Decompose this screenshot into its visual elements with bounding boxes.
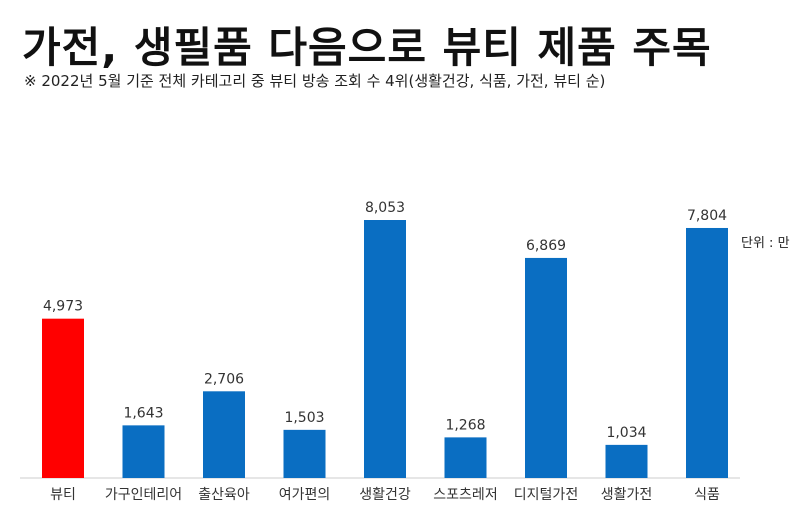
bar: [444, 437, 487, 478]
bar: [525, 257, 567, 478]
category-label: 스포츠레저: [433, 487, 497, 503]
data-label: 2,706: [204, 371, 244, 387]
data-label: 7,804: [687, 208, 727, 224]
category-label: 출산육아: [198, 487, 250, 503]
category-label: 생활건강: [359, 487, 411, 503]
data-label: 1,034: [606, 425, 646, 441]
data-label: 1,268: [445, 417, 485, 433]
page-title: 가전, 생필품 다음으로 뷰티 제품 주목: [22, 23, 712, 72]
data-label: 6,869: [526, 238, 566, 254]
category-label: 디지털가전: [514, 487, 578, 503]
data-label: 4,973: [43, 299, 83, 315]
category-label: 뷰티: [50, 487, 76, 503]
bar: [364, 220, 406, 478]
subtitle-note: ※ 2022년 5월 기준 전체 카테고리 중 뷰티 방송 조회 수 4위(생활…: [24, 72, 606, 90]
bar: [42, 318, 84, 478]
data-label: 8,053: [365, 200, 405, 216]
bar: [203, 391, 245, 478]
bar: [605, 444, 648, 478]
category-label: 가구인테리어: [105, 487, 182, 503]
category-label: 식품: [694, 487, 720, 503]
bar: [122, 425, 165, 478]
data-label: 1,643: [123, 405, 163, 421]
bar: [283, 429, 326, 478]
bar: [686, 227, 728, 478]
category-label: 생활가전: [601, 487, 653, 503]
data-label: 1,503: [284, 410, 324, 426]
unit-label: 단위 : 만: [741, 236, 790, 251]
category-label: 여가편의: [279, 487, 331, 503]
